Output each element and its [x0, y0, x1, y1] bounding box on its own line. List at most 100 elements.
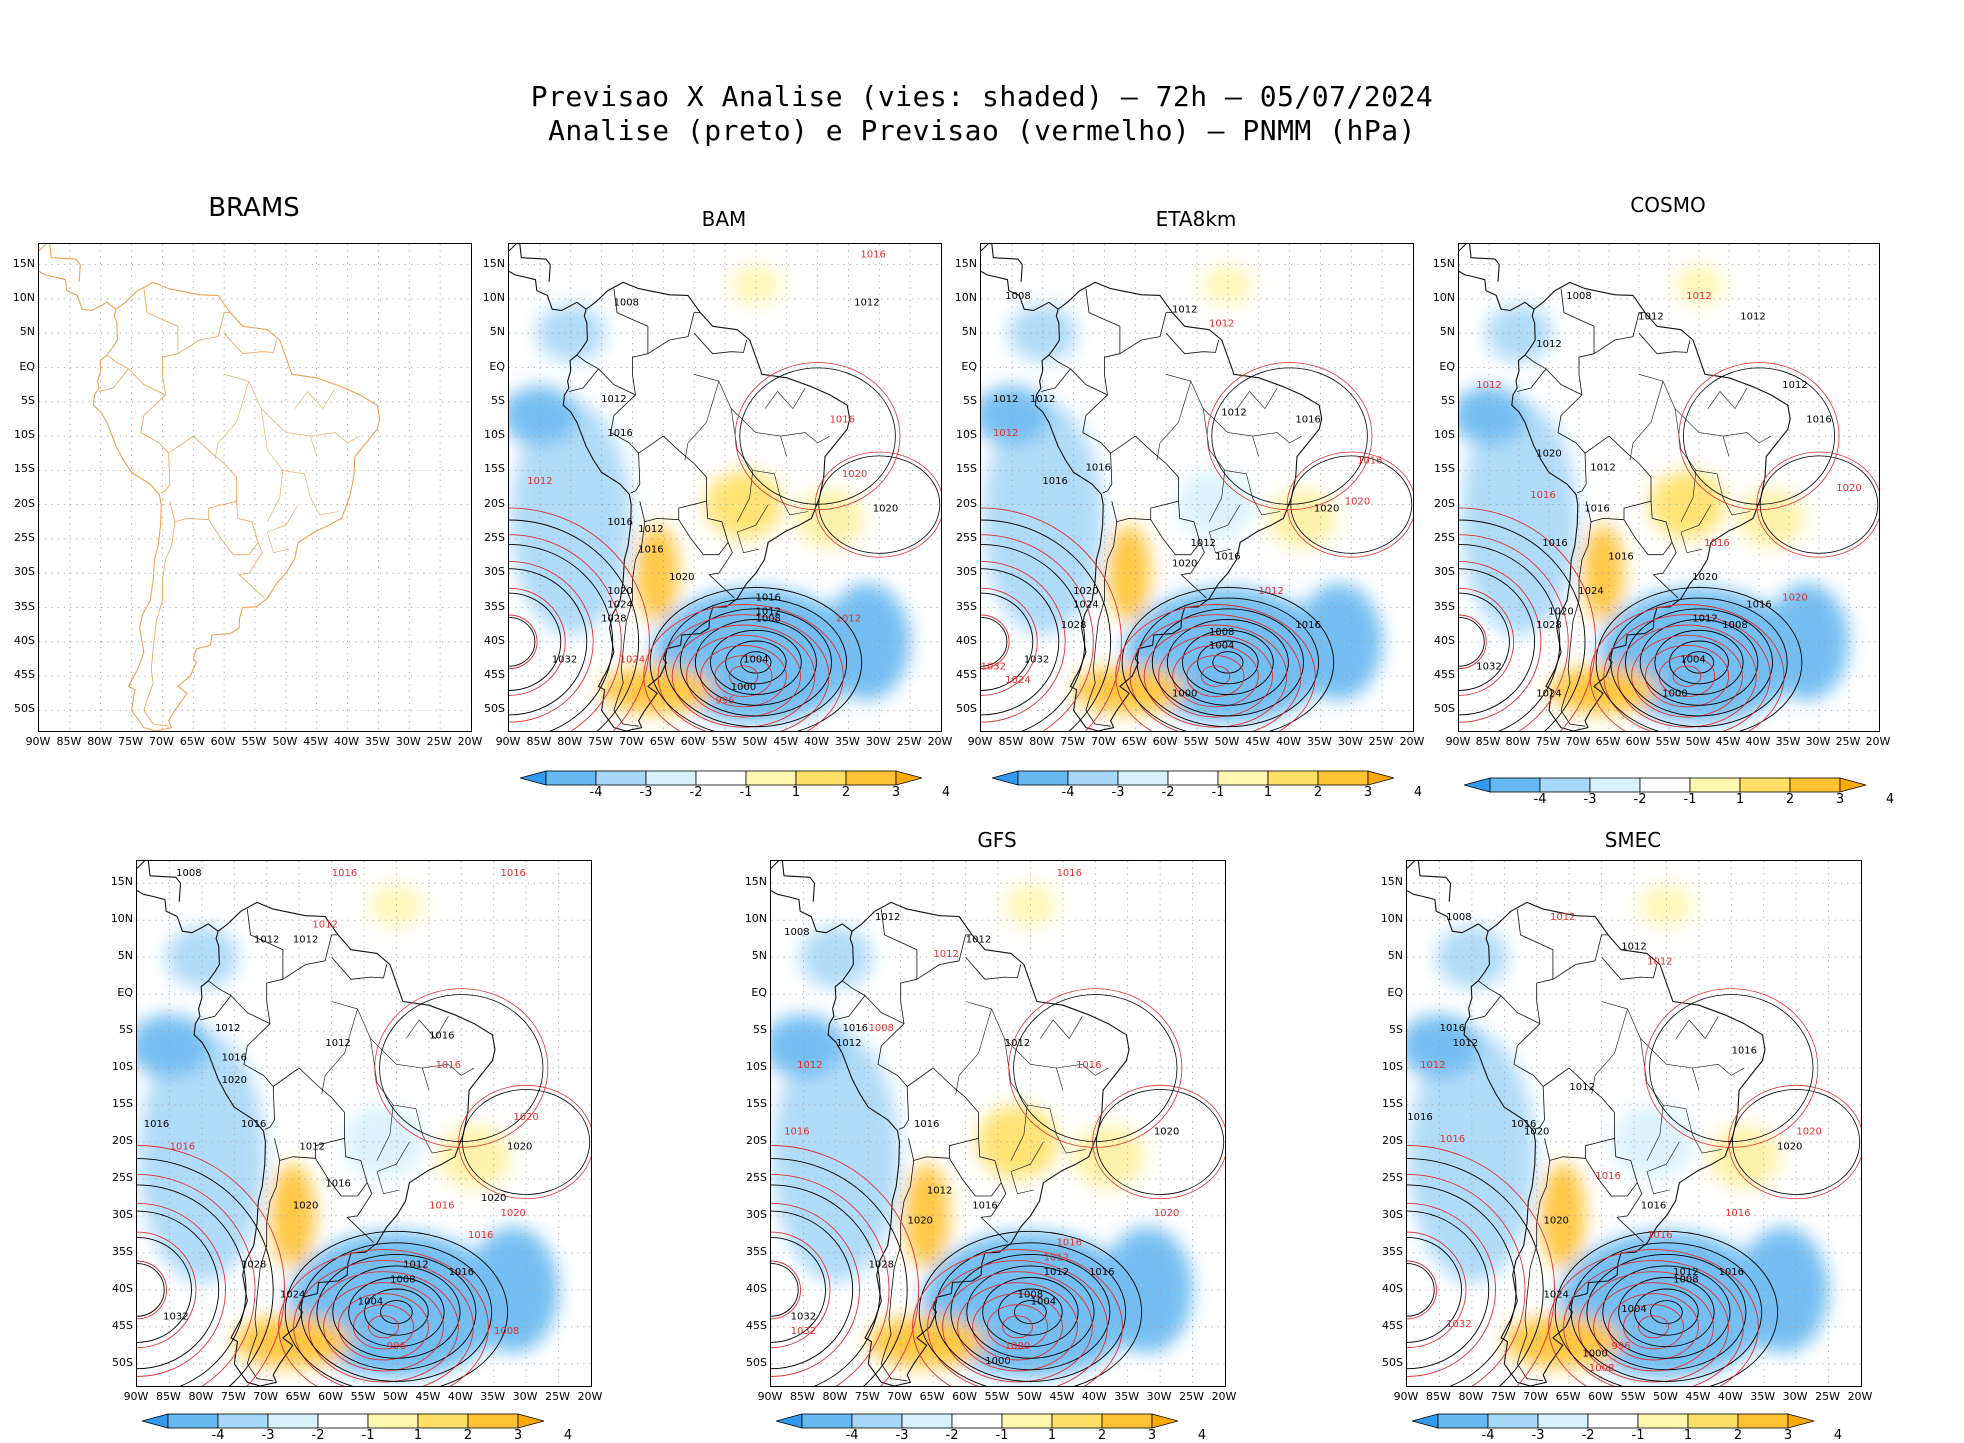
- colorbar-label: -4: [1533, 792, 1547, 807]
- lat-tick-label: 20S: [1434, 496, 1455, 510]
- colorbar-swatch: [1789, 777, 1841, 793]
- colorbar-label: -3: [1583, 792, 1597, 807]
- bias-region: [1435, 925, 1509, 989]
- contour-label: 1020: [507, 1141, 532, 1152]
- lat-tick-label: 30S: [746, 1207, 767, 1221]
- panel-title-eta8km: ETA8km: [1155, 207, 1237, 231]
- contour-label: 1016: [1542, 538, 1567, 549]
- contour-label: 1016: [1746, 600, 1771, 611]
- contour-label: 1020: [873, 504, 898, 515]
- contour-label: 1016: [429, 1031, 454, 1042]
- lon-tick-label: 35W: [1114, 1390, 1140, 1403]
- contour-label: 1032: [791, 1312, 816, 1323]
- contour-label: 1016: [1440, 1023, 1465, 1034]
- lon-tick-label: 30W: [1805, 735, 1831, 748]
- lat-tick-label: 15N: [12, 256, 35, 270]
- lat-tick-label: 30S: [1434, 565, 1455, 579]
- lon-tick-label: 70W: [618, 735, 644, 748]
- contour-label: 1020: [1782, 593, 1807, 604]
- contour-label: 1008: [1446, 912, 1471, 923]
- lat-tick-label: 40S: [1434, 633, 1455, 647]
- contour-label: 1012: [1536, 339, 1561, 350]
- panel-title-smec: SMEC: [1604, 828, 1662, 852]
- bias-region: [1407, 1014, 1481, 1078]
- contour-label: 1020: [1796, 1127, 1821, 1138]
- lon-tick-label: 20W: [457, 735, 483, 748]
- lon-tick-label: 40W: [1717, 1390, 1743, 1403]
- lon-tick-label: 65W: [1555, 1390, 1581, 1403]
- contour-label: 1016: [607, 428, 632, 439]
- contour-label: 1012: [1673, 1267, 1698, 1278]
- lat-tick-label: 15S: [956, 462, 977, 476]
- contour-label: 1012: [875, 912, 900, 923]
- lon-tick-label: 75W: [854, 1390, 880, 1403]
- contour-label: 1032: [1024, 654, 1049, 665]
- contour-label: 1012: [1453, 1038, 1478, 1049]
- contour-label: 1016: [436, 1060, 461, 1071]
- lon-tick-label: 50W: [742, 735, 768, 748]
- colorbar-swatch: [1001, 1413, 1053, 1429]
- contour-label: 1012: [1740, 312, 1765, 323]
- colorbar-label: 1: [791, 785, 801, 800]
- colorbar-label: 2: [841, 785, 851, 800]
- lon-tick-label: 30W: [512, 1390, 538, 1403]
- contour-label: 1008: [1209, 627, 1234, 638]
- colorbar-swatch: [1489, 777, 1541, 793]
- colorbar-swatch: [1101, 1413, 1153, 1429]
- contour-label: 1016: [1704, 538, 1729, 549]
- contour-label: 996: [387, 1341, 406, 1352]
- colorbar-swatch: [774, 1413, 803, 1429]
- contour-label: 1020: [1314, 504, 1339, 515]
- lat-tick-label: 10S: [14, 428, 35, 442]
- colorbar-swatch: [1051, 1413, 1103, 1429]
- contour-label: 1000: [1005, 1341, 1030, 1352]
- colorbar-swatch: [1317, 770, 1369, 786]
- colorbar-label: -3: [1111, 785, 1125, 800]
- colorbar-swatch: [645, 770, 697, 786]
- colorbar-swatch: [467, 1413, 519, 1429]
- contour-label: 1016: [222, 1053, 247, 1064]
- contour-label: 1012: [933, 949, 958, 960]
- lat-tick-label: 20S: [484, 496, 505, 510]
- contour-label: 1012: [293, 934, 318, 945]
- colorbar-swatch: [1217, 770, 1269, 786]
- lon-tick-label: 65W: [179, 735, 205, 748]
- contour-label: 1028: [241, 1260, 266, 1271]
- colorbar-swatch: [851, 1413, 903, 1429]
- lat-tick-label: 30S: [112, 1207, 133, 1221]
- lon-tick-label: 90W: [1445, 735, 1471, 748]
- contour-label: 1024: [1578, 586, 1603, 597]
- lon-tick-label: 45W: [773, 735, 799, 748]
- lat-tick-label: 15N: [1380, 875, 1403, 889]
- contour-label: 1016: [1295, 620, 1320, 631]
- bias-shading: [137, 884, 559, 1379]
- lon-tick-label: 35W: [480, 1390, 506, 1403]
- contour-label: 1020: [907, 1215, 932, 1226]
- lat-lon-grid: [1459, 244, 1879, 731]
- panel-title-gfs: GFS: [977, 828, 1017, 852]
- lat-tick-label: 10N: [744, 912, 767, 926]
- colorbar-label: 1: [1735, 792, 1745, 807]
- lon-tick-label: 75W: [118, 735, 144, 748]
- lat-tick-label: 25S: [14, 530, 35, 544]
- lon-tick-label: 70W: [1090, 735, 1116, 748]
- contour-label: 1016: [755, 593, 780, 604]
- bias-shading: [771, 884, 1193, 1379]
- colorbar-swatch: [1067, 770, 1119, 786]
- lon-tick-label: 60W: [1588, 1390, 1614, 1403]
- contour-label: 1008: [1673, 1275, 1698, 1286]
- lat-tick-label: 40S: [484, 633, 505, 647]
- bias-region: [771, 1014, 845, 1078]
- bias-region: [1673, 265, 1725, 305]
- contour-label: 1012: [1692, 613, 1717, 624]
- colorbar-smec: -4 -3 -2 -1 1 2 3 4: [1410, 1413, 1842, 1443]
- lat-tick-label: 5N: [117, 949, 133, 963]
- lat-tick-label: 35S: [14, 599, 35, 613]
- contour-label: 1016: [1725, 1208, 1750, 1219]
- contour-label: 1012: [1638, 312, 1663, 323]
- colorbar-swatch: [1539, 777, 1591, 793]
- lat-tick-label: 5S: [1441, 393, 1455, 407]
- lat-tick-label: 35S: [112, 1244, 133, 1258]
- contour-label: 1004: [1680, 654, 1705, 665]
- contour-label: 1008: [176, 868, 201, 879]
